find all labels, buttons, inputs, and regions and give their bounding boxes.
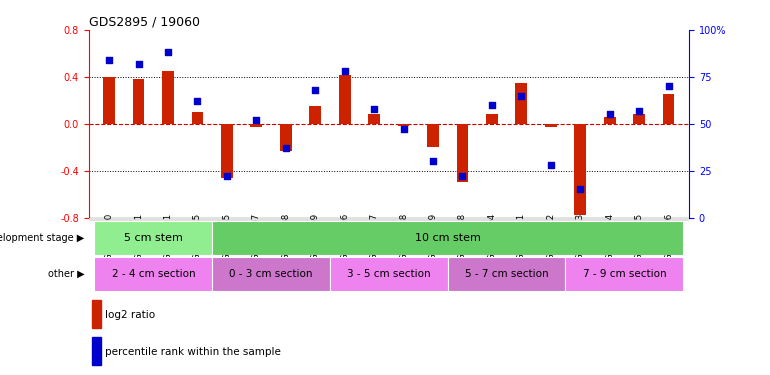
Point (280, 145, 292, 151)
Point (397, 126, 410, 132)
Point (221, 173, 233, 179)
Bar (486, 114, 497, 124)
Bar (397, 124, 410, 126)
Bar (192, 112, 203, 124)
Text: GDS2895 / 19060: GDS2895 / 19060 (89, 16, 199, 29)
Bar (633, 114, 645, 124)
Point (250, 117, 263, 123)
Text: log2 ratio: log2 ratio (105, 309, 156, 320)
Bar (310, 106, 321, 124)
Point (633, 108, 645, 114)
Text: 0 - 3 cm section: 0 - 3 cm section (229, 269, 313, 279)
Bar (545, 124, 557, 127)
Bar (213, 257, 330, 291)
Point (103, 57, 116, 63)
Point (544, 162, 557, 168)
Bar (221, 124, 233, 178)
Bar (515, 83, 527, 124)
Bar (280, 124, 292, 151)
Point (309, 87, 321, 93)
Bar (92, 338, 101, 365)
Bar (92, 300, 101, 328)
Bar (574, 124, 586, 215)
Bar (162, 71, 174, 124)
Text: other ▶: other ▶ (48, 269, 85, 279)
Bar (132, 79, 145, 124)
Bar (604, 117, 615, 124)
Point (457, 173, 469, 179)
Point (427, 158, 439, 164)
Text: percentile rank within the sample: percentile rank within the sample (105, 346, 281, 357)
Bar (457, 124, 468, 182)
Point (368, 106, 380, 112)
Point (339, 68, 351, 74)
Bar (427, 124, 439, 147)
Text: development stage ▶: development stage ▶ (0, 233, 85, 243)
Text: 5 cm stem: 5 cm stem (124, 233, 182, 243)
Bar (250, 124, 263, 127)
Text: 7 - 9 cm section: 7 - 9 cm section (583, 269, 666, 279)
Bar (103, 77, 115, 124)
Text: 3 - 5 cm section: 3 - 5 cm section (347, 269, 430, 279)
Text: 5 - 7 cm section: 5 - 7 cm section (465, 269, 548, 279)
Bar (339, 75, 350, 124)
Bar (368, 114, 380, 124)
Point (574, 186, 587, 192)
Point (515, 93, 527, 99)
Point (662, 83, 675, 89)
Bar (565, 257, 683, 291)
Bar (95, 221, 213, 255)
Point (604, 111, 616, 117)
Bar (330, 257, 447, 291)
Bar (95, 257, 213, 291)
Bar (213, 221, 683, 255)
Point (162, 50, 174, 55)
Point (191, 98, 203, 104)
Text: 2 - 4 cm section: 2 - 4 cm section (112, 269, 195, 279)
Bar (447, 257, 565, 291)
Point (486, 102, 498, 108)
Bar (663, 94, 675, 124)
Text: 10 cm stem: 10 cm stem (415, 233, 480, 243)
Point (132, 61, 145, 67)
